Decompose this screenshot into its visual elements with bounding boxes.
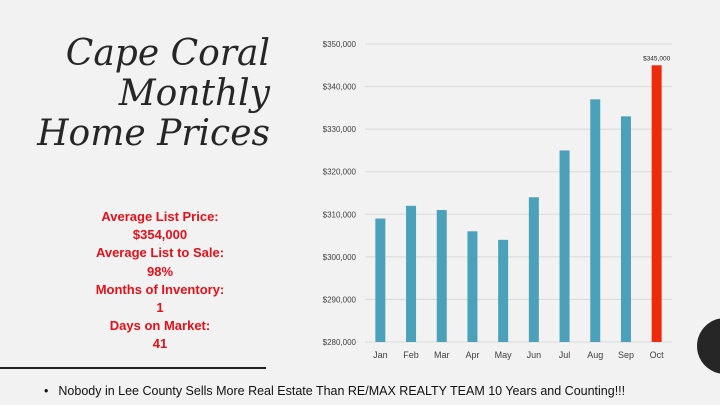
- bar-apr: [467, 231, 478, 342]
- stat-value-average-list-price: $354,000: [132, 227, 188, 243]
- stat-label-months-of-inventory: Months of Inventory:: [95, 281, 225, 297]
- stat-value-months-of-inventory: 1: [156, 300, 164, 316]
- price-bar-chart: $280,000 $290,000 $300,000 $310,000 $320,000…: [323, 40, 672, 360]
- market-stats: Average List Price: $354,000 Average Lis…: [60, 208, 260, 354]
- bullet-icon: •: [44, 384, 49, 398]
- stat-label-average-list-price: Average List Price:: [101, 209, 219, 224]
- y-tick-label: $350,000: [323, 40, 357, 49]
- bar-jan: [375, 218, 386, 342]
- footer-bullet-text: • Nobody in Lee County Sells More Real Es…: [44, 384, 625, 398]
- stat-label-list-to-sale: Average List to Sale:: [95, 245, 225, 261]
- bar-feb: [406, 205, 417, 342]
- x-tick-label: May: [495, 350, 513, 360]
- x-tick-label: Sep: [618, 350, 634, 360]
- bar-aug: [590, 99, 601, 342]
- bar-jul: [559, 150, 570, 342]
- x-tick-label: Aug: [587, 350, 603, 360]
- y-tick-label: $290,000: [323, 295, 357, 304]
- stat-value-list-to-sale: 98%: [146, 263, 174, 279]
- y-tick-label: $320,000: [323, 168, 357, 177]
- y-tick-label: $310,000: [323, 210, 357, 219]
- divider-line: [0, 367, 266, 369]
- y-tick-label: $330,000: [323, 125, 357, 134]
- footer-text: Nobody in Lee County Sells More Real Est…: [58, 384, 626, 398]
- x-tick-label: Apr: [465, 350, 479, 360]
- x-tick-label: Jul: [559, 350, 571, 360]
- title-line: Cape Coral: [65, 33, 270, 74]
- y-tick-label: $340,000: [323, 83, 357, 92]
- slide-title: Cape Coral Monthly Home Prices: [30, 34, 270, 154]
- stat-label-days-on-market: Days on Market:: [109, 318, 211, 334]
- x-tick-label: Oct: [650, 350, 665, 360]
- title-line: Monthly: [118, 73, 270, 114]
- data-label: $345,000: [643, 55, 670, 62]
- bar-may: [498, 239, 509, 342]
- bar-mar: [436, 210, 447, 342]
- x-tick-label: Mar: [434, 350, 450, 360]
- decorative-circle: [697, 318, 720, 374]
- title-line: Home Prices: [37, 113, 270, 154]
- x-tick-label: Jun: [527, 350, 542, 360]
- x-tick-label: Feb: [403, 350, 419, 360]
- bar-jun: [528, 197, 539, 342]
- x-tick-label: Jan: [373, 350, 388, 360]
- stat-value-days-on-market: 41: [152, 336, 168, 352]
- bar-sep: [620, 116, 631, 342]
- y-tick-label: $280,000: [323, 338, 357, 347]
- y-tick-label: $300,000: [323, 253, 357, 262]
- bar-oct: [651, 65, 662, 343]
